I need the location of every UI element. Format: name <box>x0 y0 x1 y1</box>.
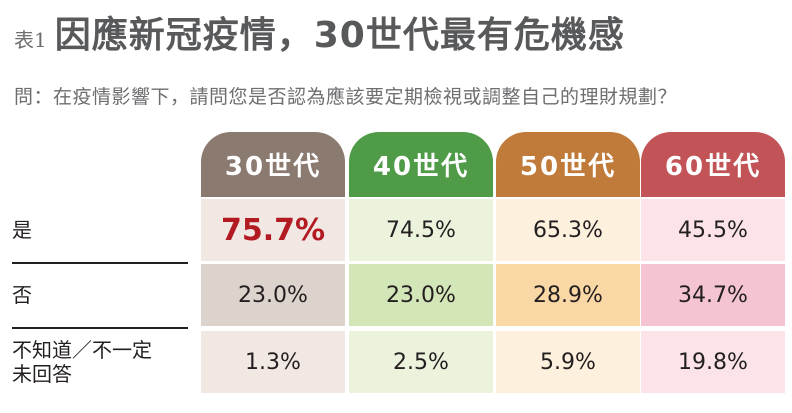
cell-yes-30s: 75.7% <box>201 199 345 261</box>
cell-no-40s: 23.0% <box>349 264 493 326</box>
cell-unsure-60s: 19.8% <box>641 331 785 393</box>
cell-unsure-30s: 1.3% <box>201 331 345 393</box>
column-header-50s: 50世代 <box>496 132 640 197</box>
cell-yes-40s: 74.5% <box>349 199 493 261</box>
row-label-unsure-line1: 不知道／不一定 <box>12 338 152 362</box>
row-separator <box>12 262 188 264</box>
survey-question: 問：在疫情影響下，請問您是否認為應該要定期檢視或調整自己的理財規劃？ <box>14 86 678 108</box>
cell-yes-60s: 45.5% <box>641 199 785 261</box>
page-title: 因應新冠疫情，30世代最有危機感 <box>54 15 625 56</box>
title-row: 表1 因應新冠疫情，30世代最有危機感 <box>14 10 625 62</box>
cell-unsure-40s: 2.5% <box>349 331 493 393</box>
row-label-unsure-line2: 未回答 <box>12 362 72 386</box>
row-separator <box>12 327 188 329</box>
cell-no-60s: 34.7% <box>641 264 785 326</box>
table-tag: 表1 <box>14 28 47 52</box>
column-header-60s: 60世代 <box>641 132 785 197</box>
cell-no-30s: 23.0% <box>201 264 345 326</box>
row-label-no: 否 <box>12 283 32 307</box>
row-label-unsure: 不知道／不一定 未回答 <box>12 333 188 391</box>
cell-no-50s: 28.9% <box>496 264 640 326</box>
column-header-40s: 40世代 <box>349 132 493 197</box>
cell-yes-50s: 65.3% <box>496 199 640 261</box>
cell-unsure-50s: 5.9% <box>496 331 640 393</box>
row-label-yes: 是 <box>12 218 32 242</box>
column-header-30s: 30世代 <box>201 132 345 197</box>
